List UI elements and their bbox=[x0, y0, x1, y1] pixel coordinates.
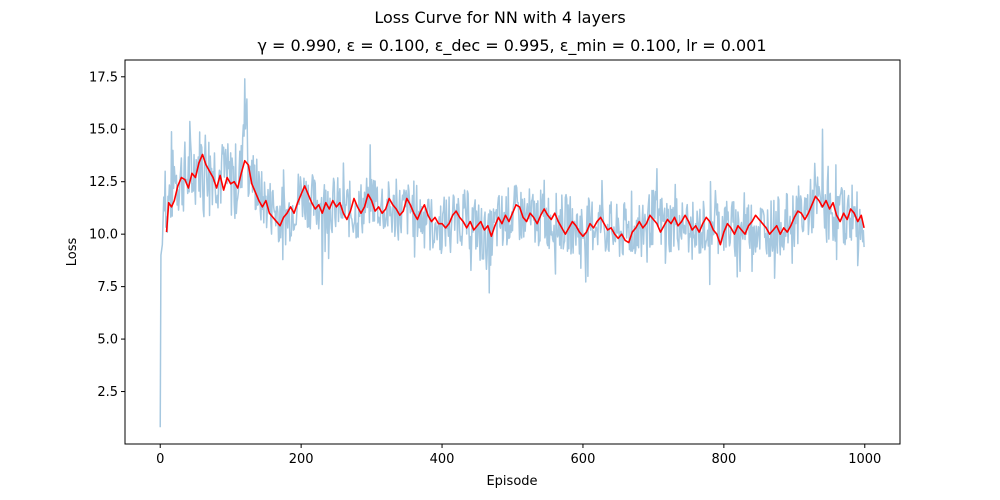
x-axis: 0 200 400 600 800 1000 bbox=[156, 444, 881, 467]
y-tick-label: 2.5 bbox=[97, 385, 118, 400]
chart-title: Loss Curve for NN with 4 layers bbox=[374, 8, 625, 27]
y-tick-label: 17.5 bbox=[89, 70, 118, 85]
plot-frame bbox=[125, 60, 900, 444]
y-tick-label: 5.0 bbox=[97, 333, 118, 348]
plot-area bbox=[160, 79, 864, 427]
x-tick-label: 600 bbox=[571, 452, 596, 467]
x-tick-label: 200 bbox=[289, 452, 314, 467]
y-axis-label: Loss bbox=[65, 238, 80, 267]
y-axis: 2.5 5.0 7.5 10.0 12.5 15.0 17.5 bbox=[89, 70, 125, 400]
x-tick-label: 800 bbox=[711, 452, 736, 467]
raw-loss-layer bbox=[160, 79, 864, 427]
y-tick-label: 12.5 bbox=[89, 175, 118, 190]
y-tick-label: 15.0 bbox=[89, 123, 118, 138]
x-tick-label: 400 bbox=[430, 452, 455, 467]
x-tick-label: 1000 bbox=[848, 452, 881, 467]
raw-loss-line bbox=[160, 79, 864, 427]
y-tick-label: 10.0 bbox=[89, 228, 118, 243]
chart-subtitle: γ = 0.990, ε = 0.100, ε_dec = 0.995, ε_m… bbox=[257, 36, 766, 56]
y-tick-label: 7.5 bbox=[97, 280, 118, 295]
x-tick-label: 0 bbox=[156, 452, 164, 467]
x-axis-label: Episode bbox=[486, 474, 537, 489]
